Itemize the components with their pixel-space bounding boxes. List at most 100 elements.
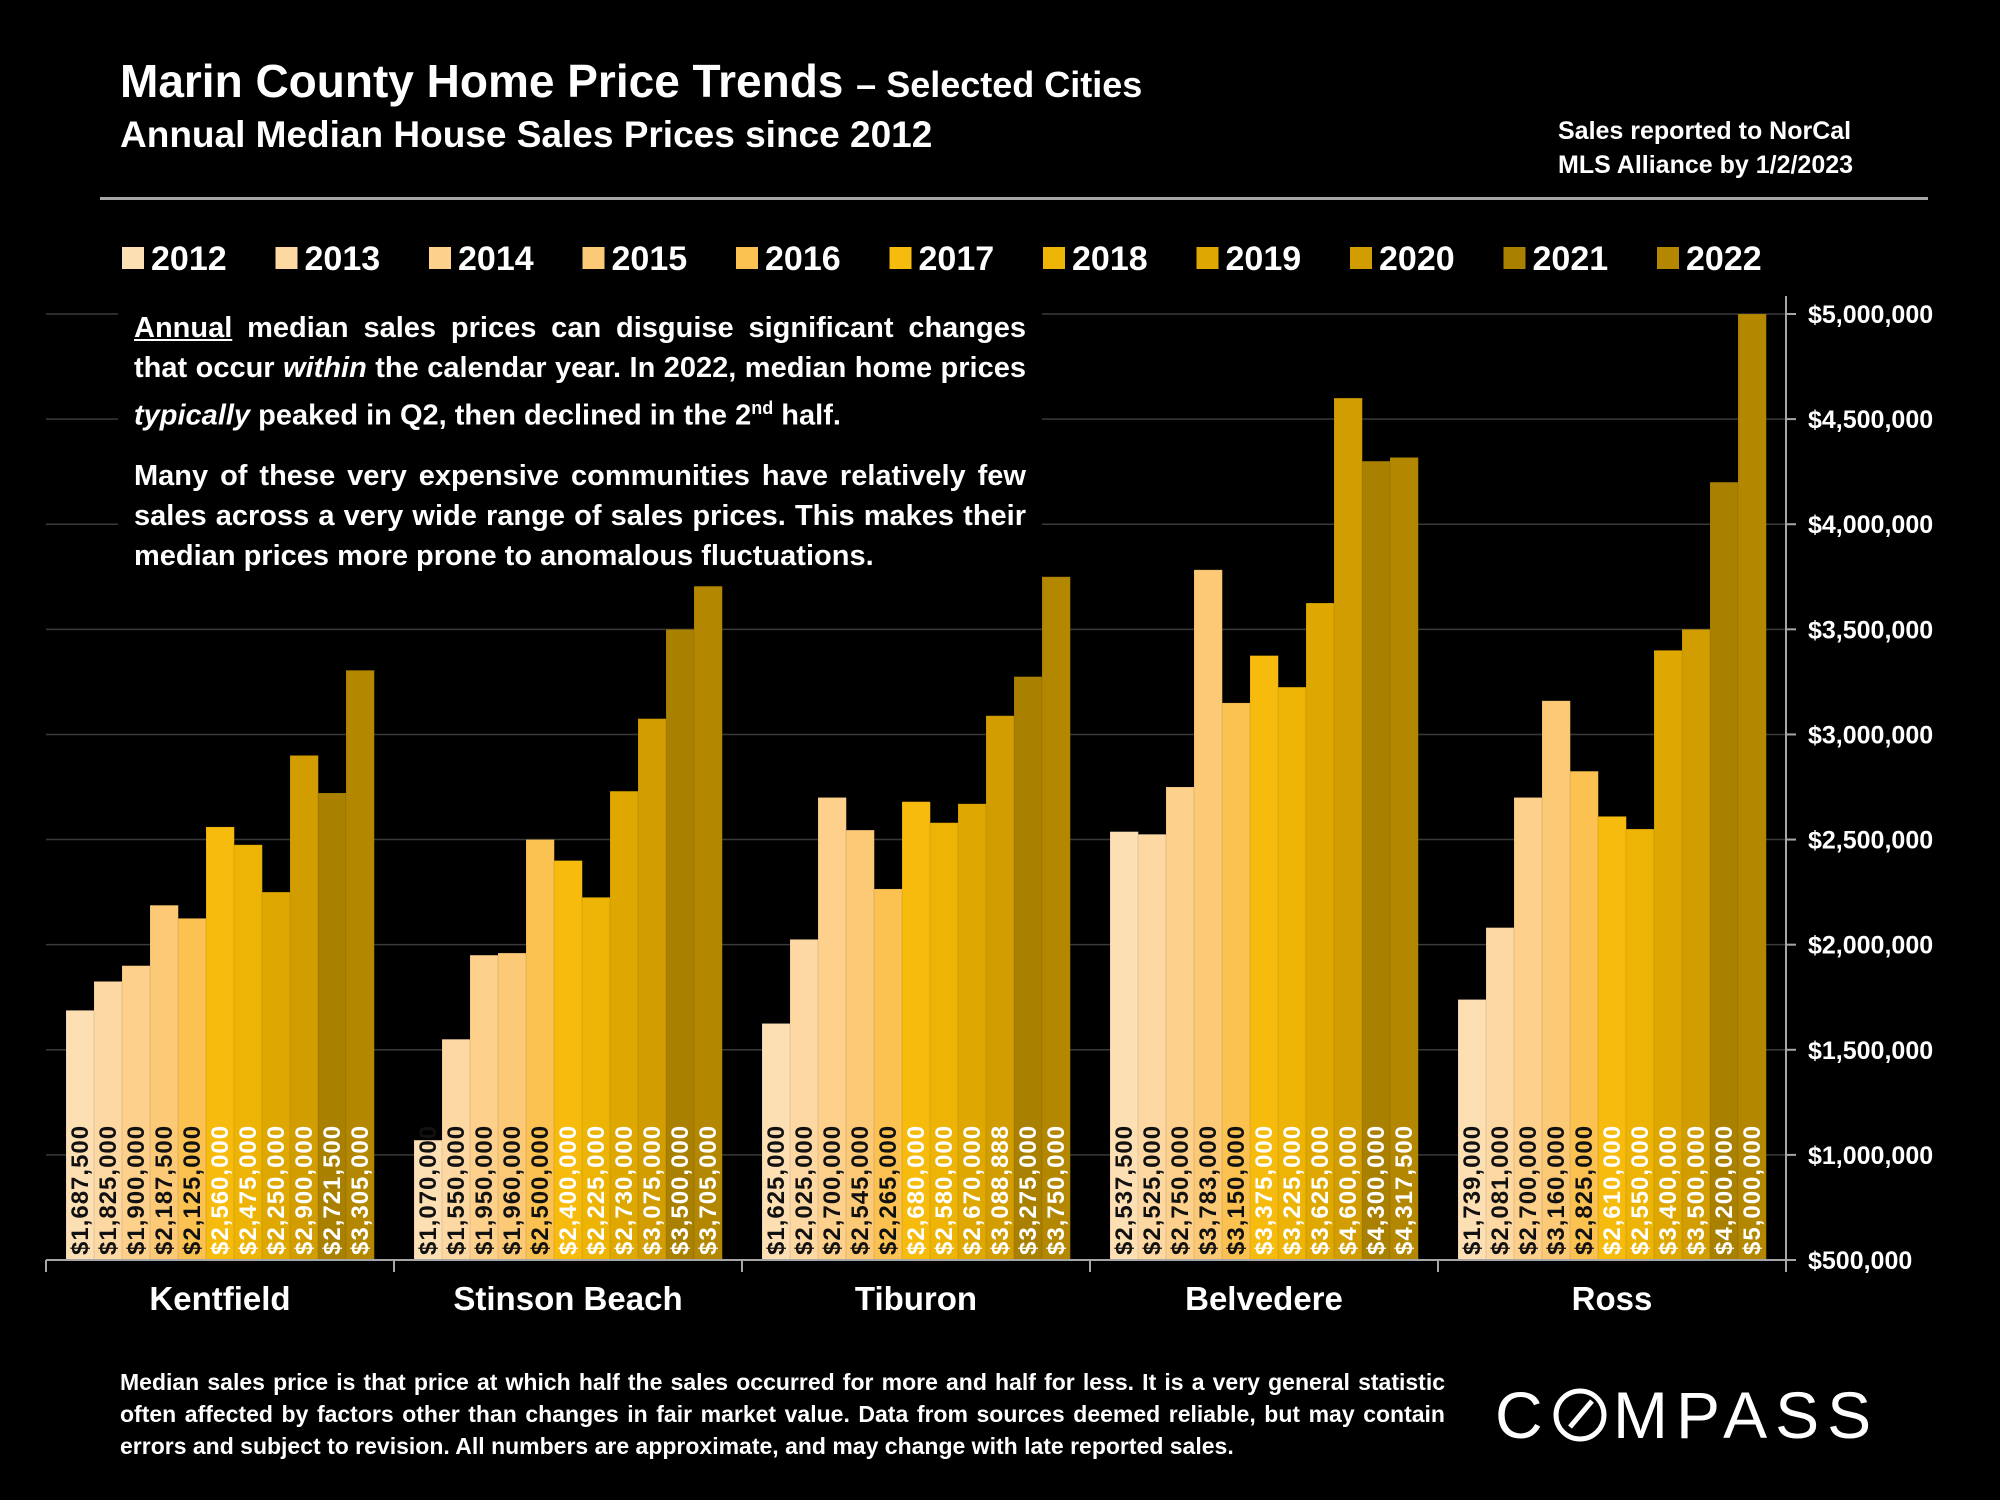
data-label: $3,150,000 xyxy=(1223,1125,1250,1255)
data-label: $2,125,000 xyxy=(179,1125,206,1255)
data-label: $4,317,500 xyxy=(1391,1125,1418,1255)
source-note: Sales reported to NorCal MLS Alliance by… xyxy=(1558,114,1853,182)
data-label: $4,300,000 xyxy=(1363,1125,1390,1255)
data-label: $2,730,000 xyxy=(611,1125,638,1255)
annotation-box: Annual median sales prices can disguise … xyxy=(118,302,1042,586)
bar-2013-tiburon xyxy=(789,939,819,1261)
annotation-text: the calendar year. In 2022, median home … xyxy=(366,352,1027,384)
legend-label: 2016 xyxy=(765,240,841,278)
bar-2014-ross xyxy=(1513,797,1543,1261)
data-label: $2,225,000 xyxy=(583,1125,610,1255)
y-tick-label: $3,500,000 xyxy=(1808,616,1933,644)
bar-2020-stinson-beach xyxy=(637,718,667,1261)
bar-2016-tiburon xyxy=(873,888,903,1261)
bar-2013-belvedere xyxy=(1137,833,1167,1261)
data-label: $3,750,000 xyxy=(1043,1125,1070,1255)
data-label: $2,545,000 xyxy=(847,1125,874,1255)
legend-label: 2013 xyxy=(305,240,381,278)
x-category-label: Tiburon xyxy=(855,1280,977,1317)
legend-label: 2021 xyxy=(1533,240,1609,278)
svg-text:C: C xyxy=(1495,1380,1549,1450)
bar-2017-tiburon xyxy=(901,801,931,1261)
bar-2015-stinson-beach xyxy=(497,952,527,1261)
data-label: $3,075,000 xyxy=(639,1125,666,1255)
compass-logo: C MPASS xyxy=(1495,1378,1925,1455)
bar-2017-kentfield xyxy=(205,826,235,1261)
bar-2020-belvedere xyxy=(1333,397,1363,1261)
bar-2021-stinson-beach xyxy=(665,628,695,1261)
bar-2022-kentfield xyxy=(345,669,375,1261)
legend-label: 2017 xyxy=(919,240,995,278)
y-tick-label: $1,000,000 xyxy=(1808,1142,1933,1170)
y-tick-label: $5,000,000 xyxy=(1808,301,1933,329)
legend-swatch-2022 xyxy=(1657,247,1679,269)
x-category-label: Kentfield xyxy=(149,1280,290,1317)
bar-2013-stinson-beach xyxy=(441,1038,471,1261)
legend-swatch-2021 xyxy=(1503,247,1526,269)
data-label: $4,200,000 xyxy=(1711,1125,1738,1255)
data-label: $2,250,000 xyxy=(263,1125,290,1255)
bar-2021-belvedere xyxy=(1361,460,1391,1261)
legend-label: 2018 xyxy=(1072,240,1148,278)
bar-2012-stinson-beach xyxy=(413,1139,443,1261)
bar-2015-ross xyxy=(1541,700,1571,1261)
data-label: $2,475,000 xyxy=(235,1125,262,1255)
bar-2016-belvedere xyxy=(1221,702,1251,1261)
y-tick-label: $4,500,000 xyxy=(1808,406,1933,434)
annotation-italic: within xyxy=(283,352,367,384)
legend-swatch-2013 xyxy=(275,247,298,269)
legend: 2012 2013 2014 2015 2016 2017 2018 2019 2020 2021… xyxy=(122,240,1762,278)
svg-text:MPASS: MPASS xyxy=(1613,1380,1879,1450)
footer-disclaimer: Median sales price is that price at whic… xyxy=(120,1369,1445,1459)
bar-2021-kentfield xyxy=(317,792,347,1261)
bar-2014-belvedere xyxy=(1165,786,1195,1261)
data-label: $2,187,500 xyxy=(151,1125,178,1255)
chart-subtitle: Annual Median House Sales Prices since 2… xyxy=(120,114,933,155)
data-label: $3,160,000 xyxy=(1543,1125,1570,1255)
data-label: $1,825,000 xyxy=(95,1125,122,1255)
title-main: Marin County Home Price Trends xyxy=(120,55,844,107)
bar-2015-belvedere xyxy=(1193,569,1223,1261)
legend-swatch-2018 xyxy=(1043,247,1065,269)
legend-label: 2014 xyxy=(458,240,534,278)
bars: $1,687,500 $1,825,000 $1,900,000 $2,187,500… xyxy=(65,313,1767,1261)
data-label: $3,275,000 xyxy=(1015,1125,1042,1255)
data-label: $1,739,000 xyxy=(1459,1125,1486,1255)
data-label: $1,687,500 xyxy=(67,1125,94,1255)
bar-2020-ross xyxy=(1681,628,1711,1261)
bar-2012-belvedere xyxy=(1109,831,1139,1261)
x-category-label: Ross xyxy=(1572,1280,1653,1317)
data-label: $2,550,000 xyxy=(1627,1125,1654,1255)
bar-2019-belvedere xyxy=(1305,602,1335,1261)
axes: $500,000 $1,000,000 $1,500,000 $2,000,000 $2… xyxy=(45,296,1933,1317)
data-label: $2,700,000 xyxy=(1515,1125,1542,1255)
data-label: $3,705,000 xyxy=(695,1125,722,1255)
legend-swatch-2019 xyxy=(1196,247,1219,269)
data-label: $5,000,000 xyxy=(1739,1125,1766,1255)
bar-2017-ross xyxy=(1597,816,1627,1261)
bar-2018-tiburon xyxy=(929,822,959,1261)
data-label: $2,610,000 xyxy=(1599,1125,1626,1255)
annotation-superscript: nd xyxy=(751,398,774,418)
source-line-2: MLS Alliance by 1/2/2023 xyxy=(1558,151,1854,179)
bar-2020-kentfield xyxy=(289,755,319,1261)
y-tick-label: $4,000,000 xyxy=(1808,511,1933,539)
bar-2022-belvedere xyxy=(1389,457,1419,1261)
data-label: $2,081,000 xyxy=(1487,1125,1514,1255)
chart-title: Marin County Home Price Trends – Selecte… xyxy=(120,54,1142,108)
data-label: $3,500,000 xyxy=(1683,1125,1710,1255)
data-label: $2,500,000 xyxy=(527,1125,554,1255)
legend-swatch-2012 xyxy=(122,247,144,269)
data-label: $3,783,000 xyxy=(1195,1125,1222,1255)
x-category-label: Belvedere xyxy=(1185,1280,1343,1317)
y-tick-label: $2,000,000 xyxy=(1808,932,1933,960)
data-label: $3,305,000 xyxy=(347,1125,374,1255)
legend-swatch-2020 xyxy=(1350,247,1372,269)
legend-swatch-2015 xyxy=(582,247,605,269)
annotation-text: peaked in Q2, then declined in the 2 xyxy=(250,399,752,432)
bar-2022-ross xyxy=(1737,313,1767,1261)
data-label: $1,900,000 xyxy=(123,1125,150,1255)
legend-label: 2019 xyxy=(1226,240,1302,278)
legend-swatch-2017 xyxy=(889,247,912,269)
